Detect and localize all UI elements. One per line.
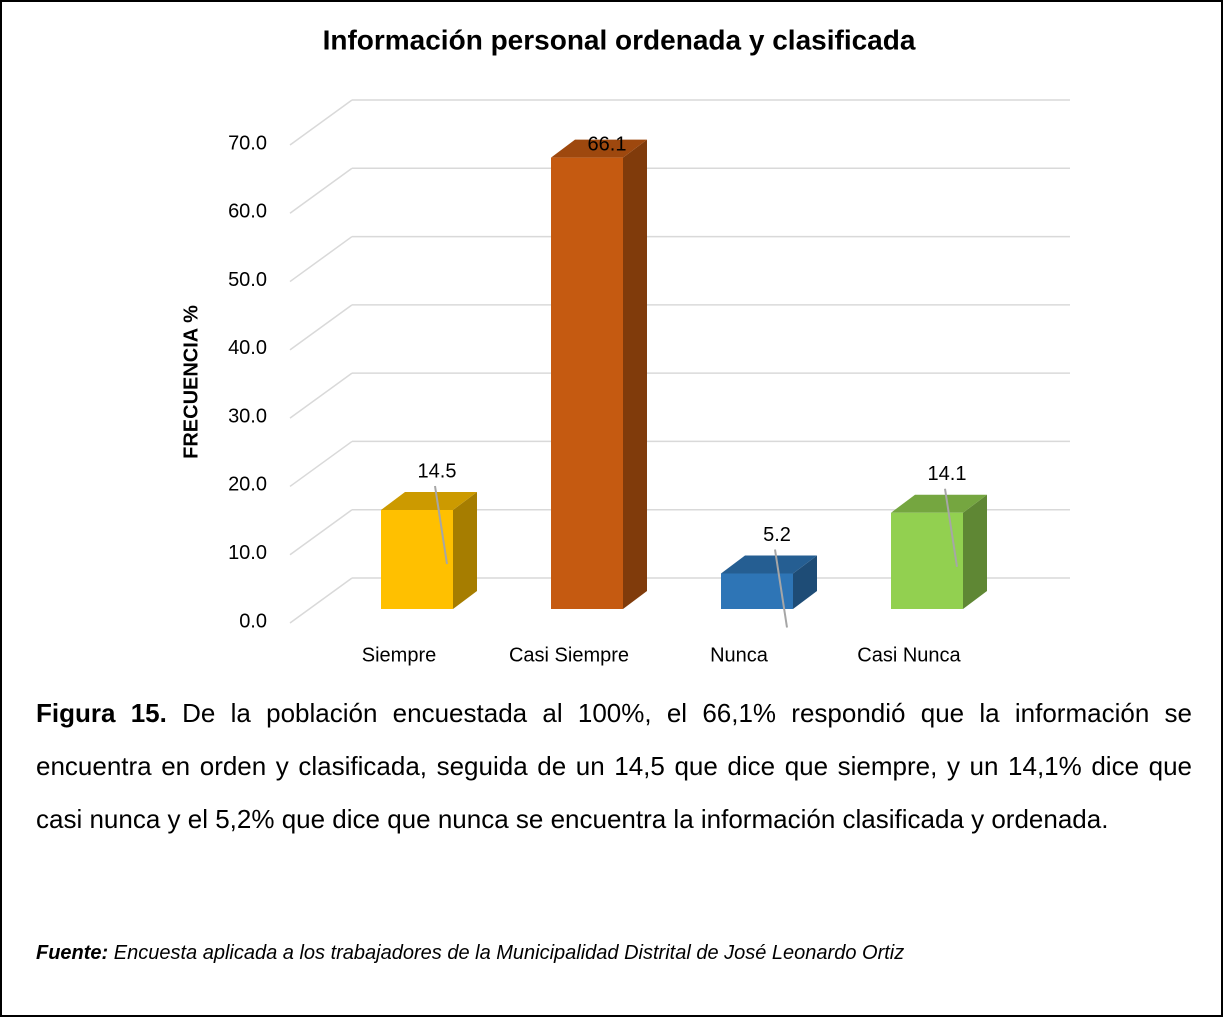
data-label: 66.1	[588, 133, 627, 155]
bar	[891, 494, 987, 609]
grid-line	[289, 99, 353, 146]
bar-side	[793, 555, 817, 609]
caption-label: Figura 15.	[36, 698, 167, 728]
data-label: 14.5	[418, 460, 457, 482]
y-tick-label: 10.0	[228, 542, 267, 564]
bar-front	[551, 157, 623, 610]
caption: Figura 15. De la población encuestada al…	[36, 687, 1192, 846]
grid-line	[289, 304, 353, 351]
data-label: 14.1	[928, 463, 967, 485]
grid-line	[289, 372, 353, 419]
y-tick-label: 20.0	[228, 474, 267, 496]
x-tick-label: Nunca	[710, 644, 769, 666]
bar-front	[891, 512, 963, 609]
data-label: 5.2	[763, 524, 791, 546]
source: Fuente: Encuesta aplicada a los trabajad…	[36, 942, 1206, 965]
bar-top	[891, 494, 987, 513]
caption-text: De la población encuestada al 100%, el 6…	[36, 698, 1192, 834]
leader-line	[774, 549, 788, 628]
grid-line	[289, 577, 353, 624]
bar-side	[623, 139, 647, 610]
bar-top	[551, 139, 647, 158]
leader-line	[434, 485, 448, 565]
chart: Información personal ordenada y clasific…	[180, 24, 1070, 666]
x-tick-label: Siempre	[362, 644, 436, 666]
y-tick-label: 30.0	[228, 405, 267, 427]
y-tick-label: 40.0	[228, 337, 267, 359]
grid-line	[289, 235, 353, 283]
bar	[551, 139, 647, 610]
leader-line	[944, 488, 958, 567]
x-tick-label: Casi Siempre	[509, 644, 629, 666]
bar	[721, 555, 817, 609]
x-tick-label: Casi Nunca	[857, 644, 961, 666]
chart-title: Información personal ordenada y clasific…	[323, 24, 916, 55]
grid-line	[289, 509, 353, 556]
y-tick-label: 70.0	[228, 132, 267, 154]
bar-side	[453, 491, 477, 609]
bar-front	[381, 509, 453, 609]
y-tick-label: 60.0	[228, 201, 267, 223]
y-tick-label: 0.0	[239, 610, 267, 632]
bar-top	[381, 491, 477, 510]
source-label: Fuente:	[36, 942, 109, 964]
y-tick-label: 50.0	[228, 269, 267, 291]
bar-front	[721, 573, 793, 609]
y-axis-title: FRECUENCIA %	[180, 305, 202, 459]
grid-line	[289, 440, 353, 488]
grid-line	[289, 167, 353, 214]
source-text: Encuesta aplicada a los trabajadores de …	[113, 942, 905, 964]
bar-side	[963, 494, 987, 609]
bar-top	[721, 555, 817, 574]
bar	[381, 491, 477, 609]
